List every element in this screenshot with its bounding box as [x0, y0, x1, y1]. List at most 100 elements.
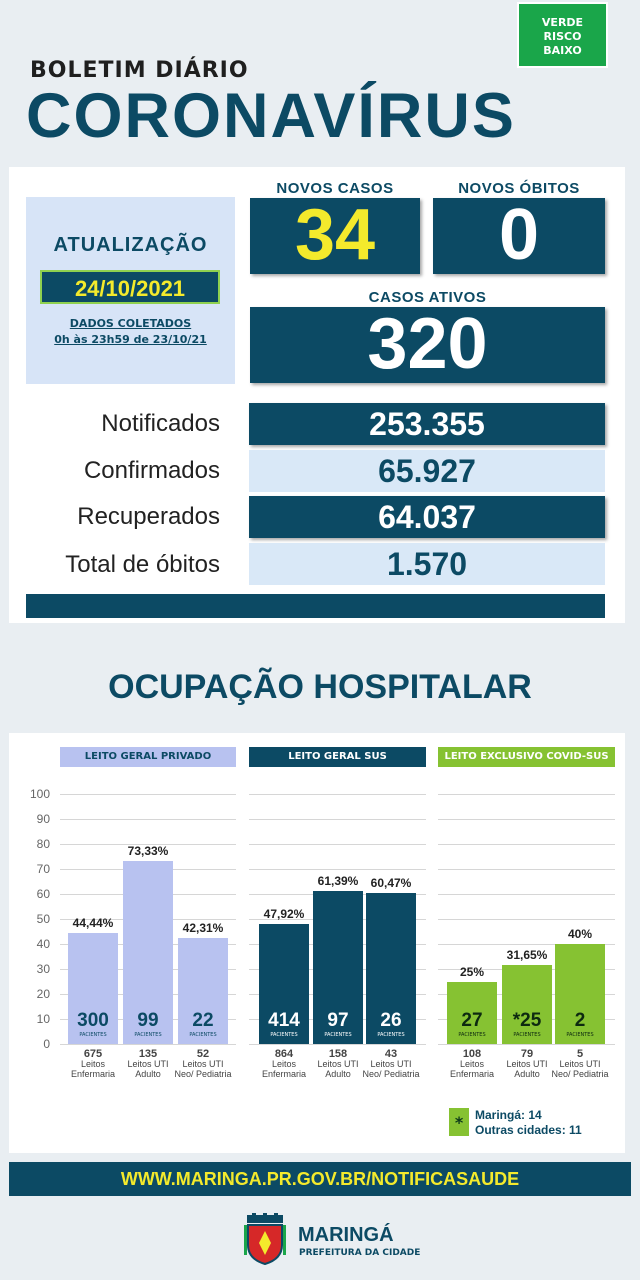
- risk-badge: VERDE RISCO BAIXO: [517, 2, 608, 68]
- patients-unit: PACIENTES: [566, 1032, 594, 1038]
- gridline: [438, 869, 615, 870]
- bar: [555, 944, 605, 1044]
- new-cases-value: 34: [250, 198, 420, 274]
- percent-label: 40%: [567, 927, 593, 941]
- percent-label: 47,92%: [263, 907, 305, 922]
- bar: [123, 860, 173, 1044]
- bed-caption: 158 Leitos UTI Adulto: [308, 1049, 368, 1080]
- y-tick-label: 70: [36, 862, 50, 876]
- total-label-notified: Notificados: [101, 410, 220, 437]
- gridline: [249, 794, 426, 795]
- gridline: [249, 1044, 426, 1045]
- gridline: [60, 1044, 236, 1045]
- total-value-notified: 253.355: [249, 403, 605, 445]
- y-tick-label: 60: [36, 887, 50, 901]
- patients-unit: PACIENTES: [189, 1032, 217, 1038]
- bar: [366, 892, 416, 1044]
- category-header: LEITO GERAL SUS: [249, 747, 426, 767]
- bed-count: 79: [520, 1048, 534, 1060]
- bed-count: 52: [196, 1048, 210, 1060]
- legend-line-other: Outras cidades: 11: [475, 1123, 582, 1137]
- summary-bottom-bar: [26, 594, 605, 618]
- percent-label: 31,65%: [506, 947, 548, 962]
- bed-type: Leitos UTI Adulto: [317, 1059, 359, 1079]
- gridline: [438, 919, 615, 920]
- patients-count: 2: [574, 1010, 586, 1031]
- gridline: [438, 944, 615, 945]
- patients-unit: PACIENTES: [324, 1032, 352, 1038]
- percent-label: 44,44%: [72, 915, 114, 930]
- y-tick-label: 80: [36, 837, 50, 851]
- percent-label: 25%: [459, 964, 485, 979]
- y-tick-label: 40: [36, 937, 50, 951]
- new-deaths-value: 0: [433, 198, 605, 274]
- bar: [313, 890, 363, 1044]
- bed-type: Leitos UTI Neo/ Pediatria: [551, 1059, 609, 1079]
- total-value-deaths: 1.570: [249, 543, 605, 585]
- bed-count: 108: [462, 1048, 482, 1060]
- bed-type: Leitos UTI Neo/ Pediatria: [174, 1059, 232, 1079]
- y-tick-label: 100: [29, 787, 50, 801]
- bed-count: 864: [274, 1048, 294, 1060]
- y-tick-label: 20: [36, 987, 50, 1001]
- bed-type: Leitos Enfermaria: [70, 1059, 115, 1079]
- bed-caption: 135 Leitos UTI Adulto: [118, 1049, 178, 1080]
- percent-label: 61,39%: [317, 873, 359, 888]
- bed-count: 5: [576, 1048, 584, 1060]
- patients-unit: PACIENTES: [134, 1032, 162, 1038]
- risk-line-3: BAIXO: [543, 44, 582, 57]
- hospital-occupancy-chart: 0 10 20 30 40 50 60 70 80 90 100 LEITO GERAL PRIVAD…: [29, 747, 615, 1080]
- gridline: [438, 844, 615, 845]
- bed-caption: 79 Leitos UTI Adulto: [497, 1048, 557, 1080]
- bed-count: 43: [384, 1048, 398, 1060]
- legend-text: Maringá: 14 Outras cidades: 11: [475, 1108, 582, 1138]
- category-header: LEITO GERAL PRIVADO: [60, 747, 236, 767]
- gridline: [438, 819, 615, 820]
- gridline: [438, 1044, 615, 1045]
- patients-unit: PACIENTES: [513, 1032, 541, 1038]
- legend-line-maringa: Maringá: 14: [475, 1108, 542, 1122]
- bed-type: Leitos Enfermaria: [449, 1059, 494, 1079]
- gridline: [438, 794, 615, 795]
- kicker-title: BOLETIM DIÁRIO: [30, 58, 249, 83]
- patients-count: *25: [512, 1010, 542, 1031]
- category-header: LEITO EXCLUSIVO COVID-SUS: [438, 747, 615, 767]
- active-cases-value: 320: [250, 307, 605, 383]
- gridline: [249, 869, 426, 870]
- collected-range: 0h às 23h59 de 23/10/21: [54, 333, 207, 346]
- new-deaths-label: NOVOS ÓBITOS: [458, 180, 580, 197]
- bar: [178, 938, 228, 1044]
- gridline: [60, 844, 236, 845]
- percent-label: 42,31%: [182, 921, 224, 936]
- hospital-title: OCUPAÇÃO HOSPITALAR: [108, 668, 532, 706]
- patients-count: 22: [192, 1010, 214, 1031]
- total-label-confirmed: Confirmados: [83, 457, 220, 484]
- total-value-confirmed: 65.927: [249, 450, 605, 492]
- patients-unit: PACIENTES: [79, 1032, 107, 1038]
- bed-type: Leitos UTI Adulto: [127, 1059, 169, 1079]
- city-subtitle: PREFEITURA DA CIDADE: [299, 1248, 421, 1258]
- bar: [502, 964, 552, 1044]
- city-crest-icon: [244, 1213, 286, 1265]
- patients-count: 414: [268, 1010, 300, 1031]
- bed-caption: 43 Leitos UTI Neo/ Pediatria: [361, 1048, 421, 1080]
- update-date: 24/10/2021: [40, 270, 220, 304]
- patients-count: 300: [77, 1010, 109, 1031]
- bed-caption: 5 Leitos UTI Neo/ Pediatria: [550, 1048, 610, 1080]
- y-tick-label: 50: [36, 912, 50, 926]
- city-name: MARINGÁ: [298, 1224, 394, 1246]
- collected-info: DADOS COLETADOS 0h às 23h59 de 23/10/21: [26, 316, 235, 348]
- bed-caption: 108 Leitos Enfermaria: [442, 1048, 502, 1080]
- risk-line-2: RISCO: [543, 30, 582, 43]
- gridline: [438, 894, 615, 895]
- footer-url[interactable]: WWW.MARINGA.PR.GOV.BR/NOTIFICASAUDE: [9, 1162, 631, 1196]
- bed-caption: 864 Leitos Enfermaria: [254, 1048, 314, 1080]
- patients-count: 97: [327, 1010, 349, 1031]
- collected-label: DADOS COLETADOS: [69, 317, 192, 330]
- bar: [447, 981, 497, 1044]
- total-label-recovered: Recuperados: [77, 503, 220, 530]
- main-title: CORONAVÍRUS: [26, 81, 516, 151]
- total-value-recovered: 64.037: [249, 496, 605, 538]
- bed-caption: 675 Leitos Enfermaria: [63, 1049, 123, 1080]
- y-tick-label: 0: [43, 1037, 50, 1051]
